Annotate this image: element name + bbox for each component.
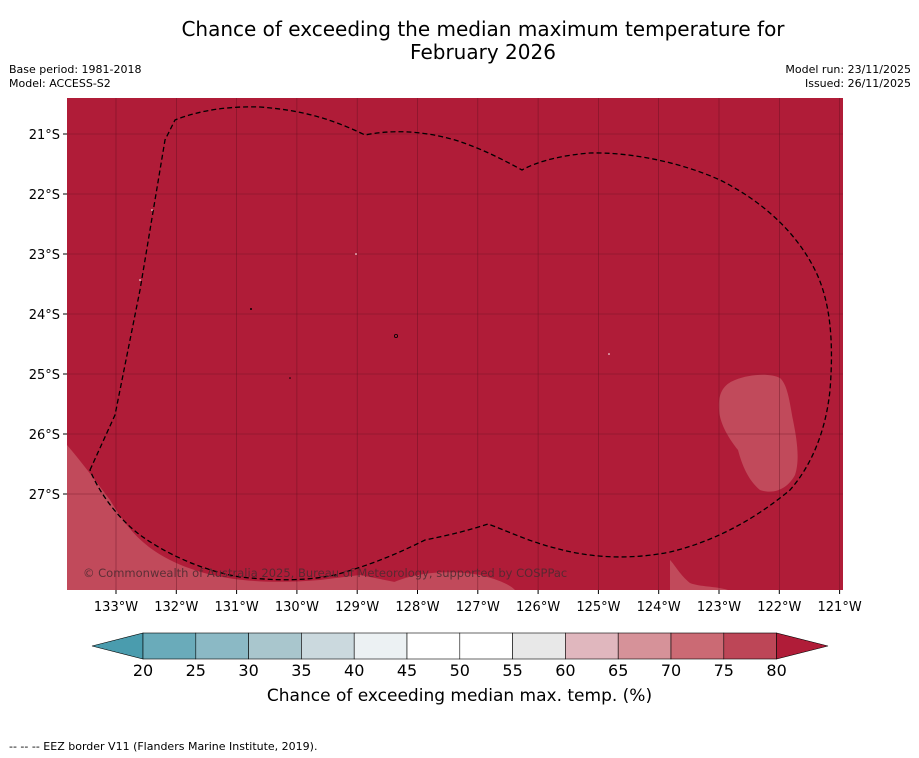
colorbar-cell — [301, 632, 355, 660]
lon-label: 127°W — [456, 600, 500, 615]
lon-label: 126°W — [516, 600, 560, 615]
lon-label: 123°W — [697, 600, 741, 615]
latitude-labels: 21°S 22°S 23°S 24°S 25°S 26°S 27°S — [29, 128, 67, 503]
base-period: Base period: 1981-2018 — [9, 63, 142, 76]
title-line-1: Chance of exceeding the median maximum t… — [181, 17, 785, 41]
colorbar-tick-label: 45 — [397, 661, 417, 680]
map-background — [67, 98, 843, 590]
colorbar-cell — [406, 632, 461, 660]
lon-label: 129°W — [335, 600, 379, 615]
colorbar-cell — [670, 632, 725, 660]
lon-label: 131°W — [215, 600, 259, 615]
eez-border-line — [89, 106, 833, 581]
colorbar-tick-label: 55 — [502, 661, 522, 680]
lower-probability-region-left — [67, 445, 470, 590]
colorbar-tick-label: 20 — [133, 661, 153, 680]
colorbar-cell — [142, 632, 197, 660]
title-line-2: February 2026 — [410, 40, 556, 64]
colorbar-cell — [353, 632, 408, 660]
lat-label: 21°S — [29, 128, 60, 143]
colorbar-cell — [459, 632, 513, 660]
colorbar-tick-label: 35 — [291, 661, 311, 680]
colorbar-cell — [617, 632, 672, 660]
colorbar-extend-high — [776, 632, 829, 660]
meta-right: Model run: 23/11/2025 Issued: 26/11/2025 — [785, 63, 911, 91]
lat-lon-grid — [67, 98, 843, 590]
lat-label: 25°S — [29, 368, 60, 383]
longitude-labels: 133°W 132°W 131°W 130°W 129°W 128°W 127°W 126°W… — [94, 590, 862, 615]
lat-label: 27°S — [29, 488, 60, 503]
colorbar: 20 25 30 35 40 45 50 55 60 65 70 75 80 — [91, 632, 829, 680]
lower-probability-region-bottom — [380, 572, 515, 590]
lower-probability-region-right — [718, 374, 798, 492]
lon-label: 124°W — [637, 600, 681, 615]
eez-legend-note: -- -- -- EEZ border V11 (Flanders Marine… — [9, 740, 318, 753]
colorbar-tick-label: 60 — [555, 661, 575, 680]
colorbar-cell — [248, 632, 302, 660]
colorbar-cell — [723, 632, 777, 660]
colorbar-tick-label: 50 — [450, 661, 470, 680]
lon-label: 128°W — [395, 600, 439, 615]
lon-label: 121°W — [818, 600, 862, 615]
colorbar-tick-label: 25 — [186, 661, 206, 680]
lon-label: 133°W — [94, 600, 138, 615]
lon-label: 122°W — [757, 600, 801, 615]
colorbar-tick-label: 80 — [766, 661, 786, 680]
colorbar-tick-label: 70 — [661, 661, 681, 680]
lat-label: 24°S — [29, 308, 60, 323]
issued-date: Issued: 26/11/2025 — [804, 77, 911, 90]
island-markers — [139, 209, 610, 379]
colorbar-cell — [512, 632, 566, 660]
colorbar-label: Chance of exceeding median max. temp. (%… — [266, 686, 653, 706]
meta-left: Base period: 1981-2018 Model: ACCESS-S2 — [9, 63, 141, 91]
colorbar-tick-label: 65 — [608, 661, 628, 680]
lat-label: 22°S — [29, 188, 60, 203]
lat-label: 26°S — [29, 428, 60, 443]
lon-label: 132°W — [154, 600, 198, 615]
forecast-map: © Commonwealth of Australia 2025, Bureau… — [29, 98, 862, 615]
map-title: Chance of exceeding the median maximum t… — [0, 18, 919, 64]
colorbar-cell — [565, 632, 619, 660]
lower-probability-region-bottom-right — [670, 560, 728, 590]
colorbar-extend-low — [91, 632, 144, 660]
colorbar-tick-label: 30 — [238, 661, 258, 680]
model-run: Model run: 23/11/2025 — [785, 63, 911, 76]
copyright-text: © Commonwealth of Australia 2025, Bureau… — [83, 566, 567, 580]
lon-label: 130°W — [275, 600, 319, 615]
colorbar-tick-label: 75 — [714, 661, 734, 680]
colorbar-tick-label: 40 — [344, 661, 364, 680]
lat-label: 23°S — [29, 248, 60, 263]
colorbar-cell — [195, 632, 249, 660]
model-name: Model: ACCESS-S2 — [9, 77, 111, 90]
lon-label: 125°W — [576, 600, 620, 615]
